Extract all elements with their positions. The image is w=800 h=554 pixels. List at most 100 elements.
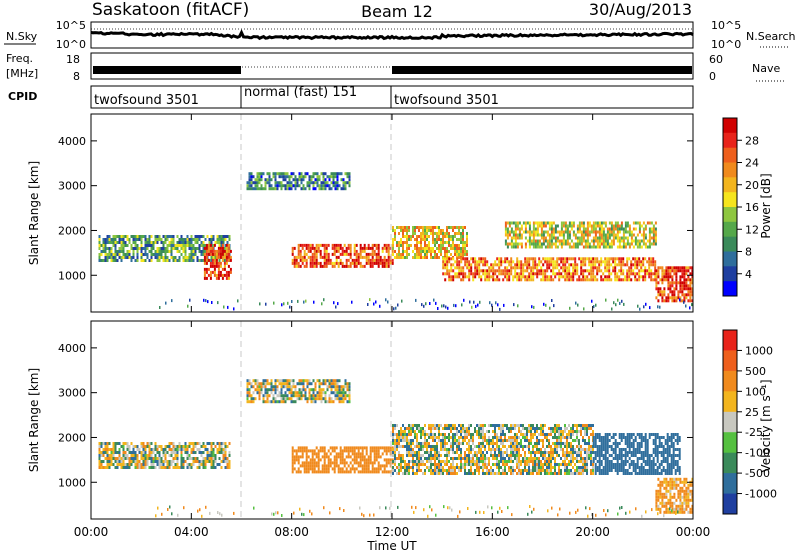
power-colorbar-tick-3: 20 bbox=[745, 179, 759, 192]
velocity-colorbar-tick-5: -25 bbox=[745, 426, 763, 439]
power-colorbar-label: Power [dB] bbox=[759, 173, 773, 238]
power-ytick-label-3: 3000 bbox=[58, 180, 86, 193]
data-band-2 bbox=[203, 243, 232, 280]
data-band-7 bbox=[504, 221, 657, 249]
data-band-8 bbox=[655, 266, 693, 303]
cpid-panel bbox=[90, 85, 694, 109]
noise-left-tick-bottom: 10^0 bbox=[56, 38, 86, 51]
velocity-colorbar-tick-4: 25 bbox=[745, 406, 759, 419]
velocity-ytick-label-2: 2000 bbox=[58, 431, 86, 444]
power-colorbar-swatch-2 bbox=[723, 132, 737, 149]
velocity-colorbar-swatch-5 bbox=[723, 411, 737, 433]
freq-label-2: [MHz] bbox=[6, 67, 38, 80]
velocity-ytick-label-1: 1000 bbox=[58, 476, 86, 489]
power-colorbar-swatch-1 bbox=[723, 118, 737, 134]
velocity-colorbar-swatch-9 bbox=[723, 493, 737, 515]
power-ytick-label-4: 4000 bbox=[58, 135, 86, 148]
freq-bar-2 bbox=[392, 66, 692, 74]
freq-right-tick-top: 60 bbox=[709, 53, 723, 66]
velocity-colorbar-swatch-4 bbox=[723, 391, 737, 413]
data-band-1 bbox=[98, 235, 231, 262]
noise-right-tick-bottom: 10^0 bbox=[711, 38, 741, 51]
cpid-segment-1: twofsound 3501 bbox=[94, 93, 199, 108]
freq-left-tick-bottom: 8 bbox=[73, 70, 80, 83]
power-colorbar-swatch-3 bbox=[723, 147, 737, 163]
power-ytick-label-1: 1000 bbox=[58, 269, 86, 282]
velocity-colorbar-tick-7: -500 bbox=[745, 467, 770, 480]
power-colorbar-tick-4: 16 bbox=[745, 201, 759, 214]
data-band-3 bbox=[291, 446, 394, 474]
velocity-colorbar-tick-2: 500 bbox=[745, 365, 766, 378]
xtick-label-6: 20:00 bbox=[575, 525, 610, 539]
power-colorbar-swatch-9 bbox=[723, 236, 737, 252]
freq-bar-1 bbox=[93, 66, 241, 74]
cpid-segment-3: twofsound 3501 bbox=[394, 93, 499, 108]
noise-search-label: N.Search bbox=[746, 30, 796, 43]
power-colorbar-tick-7: 4 bbox=[745, 268, 752, 281]
velocity-colorbar-tick-8: -1000 bbox=[745, 488, 777, 501]
noise-sky-label: N.Sky bbox=[6, 30, 38, 43]
data-band-5 bbox=[392, 226, 468, 259]
near-range-speckle bbox=[155, 505, 679, 518]
xtick-label-1: 00:00 bbox=[74, 525, 109, 539]
noise-left-tick-top: 10^5 bbox=[56, 19, 86, 32]
velocity-panel: 1000 2000 3000 4000 bbox=[58, 320, 694, 520]
power-colorbar-swatch-7 bbox=[723, 207, 737, 223]
velocity-colorbar-tick-3: 100 bbox=[745, 385, 766, 398]
power-colorbar-tick-1: 28 bbox=[745, 134, 759, 147]
near-range-speckle bbox=[159, 298, 693, 311]
power-colorbar-tick-6: 8 bbox=[745, 246, 752, 259]
velocity-ytick-label-4: 4000 bbox=[58, 342, 86, 355]
freq-right-tick-bottom: 0 bbox=[709, 70, 716, 83]
noise-right-tick-top: 10^5 bbox=[711, 19, 741, 32]
nave-label: Nave bbox=[752, 62, 780, 75]
velocity-heatmap bbox=[98, 379, 693, 518]
velocity-colorbar-swatch-8 bbox=[723, 473, 737, 494]
data-band-2 bbox=[246, 379, 351, 404]
velocity-colorbar-swatch-3 bbox=[723, 370, 737, 392]
data-band-3 bbox=[246, 172, 351, 191]
velocity-colorbar-swatch-1 bbox=[723, 330, 737, 351]
date-title: 30/Aug/2013 bbox=[589, 0, 692, 19]
power-ylabel: Slant Range [km] bbox=[27, 161, 41, 265]
data-band-6 bbox=[442, 257, 657, 282]
velocity-colorbar-tick-1: 1000 bbox=[745, 344, 773, 357]
xtick-label-5: 16:00 bbox=[475, 525, 510, 539]
power-ytick-label-2: 2000 bbox=[58, 224, 86, 237]
power-colorbar-swatch-5 bbox=[723, 177, 737, 193]
freq-label-1: Freq. bbox=[6, 52, 33, 65]
power-colorbar-swatch-4 bbox=[723, 162, 737, 178]
power-colorbar-tick-5: 12 bbox=[745, 223, 759, 236]
xaxis-title: Time UT bbox=[366, 539, 417, 553]
power-heatmap bbox=[98, 172, 693, 311]
velocity-colorbar-swatch-7 bbox=[723, 452, 737, 474]
cpid-segment-2: normal (fast) 151 bbox=[244, 85, 357, 100]
cpid-label: CPID bbox=[8, 90, 37, 103]
data-band-5 bbox=[592, 433, 681, 475]
noise-sky-trace bbox=[90, 29, 694, 41]
power-colorbar-swatch-11 bbox=[723, 266, 737, 282]
frequency-panel bbox=[90, 52, 694, 80]
velocity-colorbar: 1000 500 100 25 -25 -100 -500 -1000 bbox=[722, 329, 777, 515]
xtick-label-3: 08:00 bbox=[274, 525, 309, 539]
data-band-1 bbox=[98, 442, 231, 469]
beam-title: Beam 12 bbox=[361, 2, 433, 21]
data-band-4 bbox=[392, 424, 594, 475]
velocity-colorbar-label: Velocity [m s⁻¹] bbox=[759, 379, 773, 472]
xtick-label-4: 12:00 bbox=[375, 525, 410, 539]
xtick-label-2: 04:00 bbox=[174, 525, 209, 539]
power-colorbar-swatch-8 bbox=[723, 221, 737, 238]
velocity-colorbar-swatch-2 bbox=[723, 350, 737, 372]
velocity-colorbar-swatch-6 bbox=[723, 432, 737, 454]
station-title: Saskatoon (fitACF) bbox=[92, 0, 249, 20]
velocity-ytick-label-3: 3000 bbox=[58, 387, 86, 400]
noise-panel bbox=[90, 21, 694, 49]
power-colorbar-swatch-12 bbox=[723, 281, 737, 297]
power-colorbar-swatch-10 bbox=[723, 251, 737, 267]
power-colorbar-tick-2: 24 bbox=[745, 157, 759, 170]
data-band-6 bbox=[655, 477, 693, 514]
xtick-label-7: 00:00 bbox=[676, 525, 711, 539]
velocity-ylabel: Slant Range [km] bbox=[27, 368, 41, 472]
power-colorbar: 28 24 20 16 12 8 4 bbox=[722, 117, 759, 297]
